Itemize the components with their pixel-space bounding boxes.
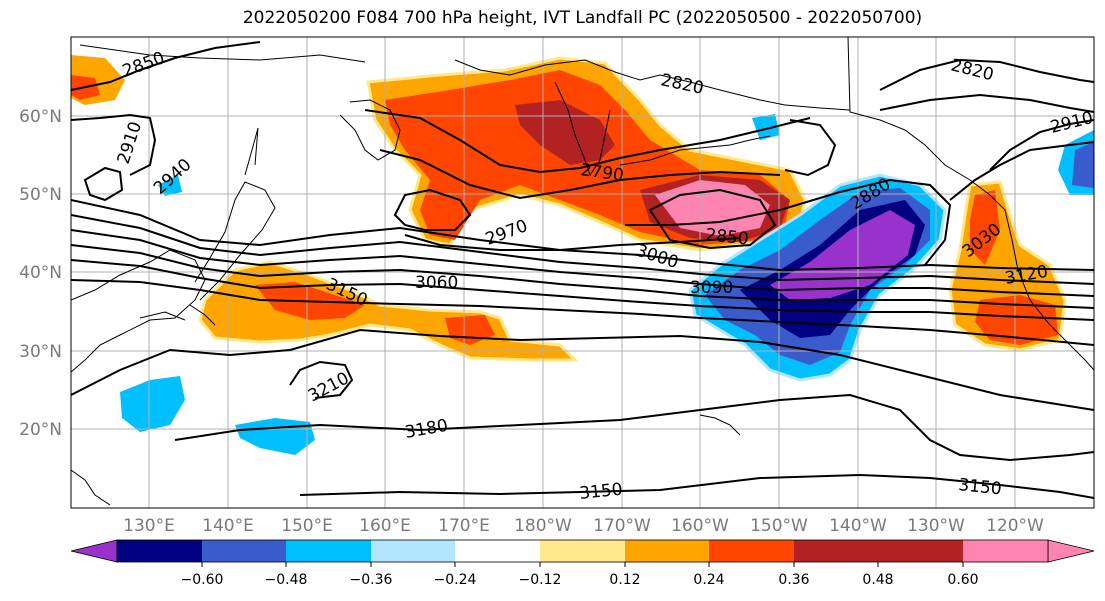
colorbar-ticks: [201, 562, 964, 567]
lat-label: 40°N: [19, 263, 62, 283]
lon-label: 170°E: [438, 516, 490, 536]
lon-label: 140°W: [829, 516, 887, 536]
lon-label: 160°E: [359, 516, 411, 536]
lon-label: 140°E: [202, 516, 254, 536]
colorbar-segment: [625, 540, 709, 562]
colorbar-tick-label: −0.12: [519, 572, 562, 588]
ivt-shading: [71, 55, 1094, 455]
colorbar-tick-label: −0.48: [265, 572, 308, 588]
colorbar-tick-label: −0.60: [181, 572, 224, 588]
colorbar-segment: [794, 540, 878, 562]
lon-label: 130°W: [907, 516, 965, 536]
map-frame: [70, 36, 1095, 509]
latitude-labels: 60°N 50°N 40°N 30°N 20°N: [19, 107, 62, 440]
lat-label: 30°N: [19, 342, 62, 362]
colorbar-segment: [371, 540, 455, 562]
ivt-negative-blob-east-inner: [1072, 142, 1094, 188]
contour-label: 3150: [957, 475, 1002, 499]
contour-label: 3150: [578, 480, 623, 504]
colorbar-frame: [116, 539, 1049, 563]
height-contours: [71, 41, 1094, 499]
lon-label: 130°E: [123, 516, 175, 536]
lon-label: 180°W: [514, 516, 572, 536]
colorbar-tick-label: 0.24: [693, 572, 724, 588]
ivt-positive-westcoast-inner2: [970, 190, 1000, 265]
ivt-positive-westcoast-inner: [975, 295, 1058, 345]
lon-label: 150°E: [281, 516, 333, 536]
contour-label: 3090: [690, 278, 733, 298]
colorbar-tick-label: 0.60: [947, 572, 978, 588]
colorbar-segment: [455, 540, 540, 562]
lat-label: 20°N: [19, 420, 62, 440]
colorbar-tick-label: 0.48: [862, 572, 893, 588]
lon-label: 170°W: [593, 516, 651, 536]
colorbar: −0.60 −0.48 −0.36 −0.24 −0.12 0.12 0.24 …: [70, 539, 1095, 588]
colorbar-segment: [963, 540, 1048, 562]
lat-label: 60°N: [19, 107, 62, 127]
lat-label: 50°N: [19, 185, 62, 205]
ivt-negative-blob-nw: [158, 175, 182, 196]
colorbar-tick-label: 0.12: [609, 572, 640, 588]
colorbar-tick-label: −0.36: [350, 572, 393, 588]
lon-label: 120°W: [986, 516, 1044, 536]
lon-label: 150°W: [750, 516, 808, 536]
colorbar-segment: [709, 540, 794, 562]
colorbar-segment: [202, 540, 286, 562]
colorbar-tick-label: −0.24: [434, 572, 477, 588]
contour-label: 2850: [704, 225, 749, 249]
lon-label: 160°W: [671, 516, 729, 536]
colorbar-segment: [117, 540, 202, 562]
colorbar-arrow-right: [1047, 539, 1095, 563]
ivt-negative-south1: [120, 376, 185, 432]
ivt-negative-blob-alaska: [752, 114, 780, 140]
colorbar-arrow-left: [70, 539, 118, 563]
longitude-labels: 130°E 140°E 150°E 160°E 170°E 180°W 170°…: [123, 516, 1044, 536]
contour-label: 3060: [415, 273, 458, 293]
colorbar-segment: [878, 540, 963, 562]
colorbar-segment: [286, 540, 371, 562]
colorbar-segment: [540, 540, 625, 562]
colorbar-tick-label: 0.36: [778, 572, 809, 588]
map-title: 2022050200 F084 700 hPa height, IVT Land…: [242, 8, 923, 28]
